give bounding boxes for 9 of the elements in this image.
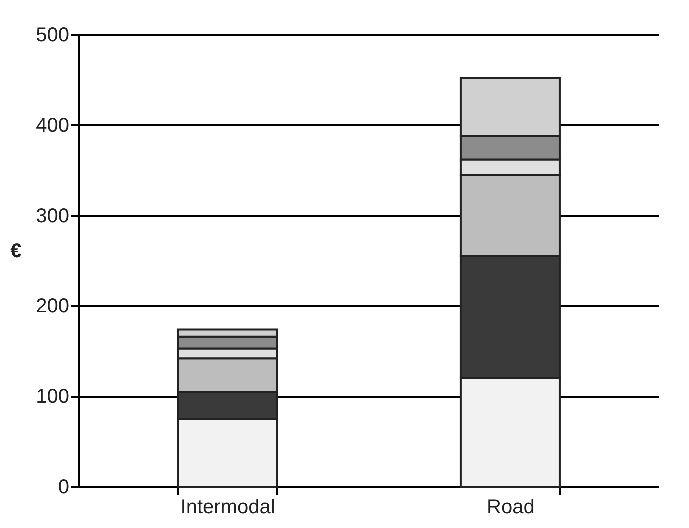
y-tick-label: 200 (36, 296, 70, 318)
y-tick-label: 400 (36, 114, 70, 137)
y-axis-title: € (10, 240, 22, 262)
y-tick-label: 0 (58, 476, 70, 498)
y-tick-label: 300 (36, 205, 70, 228)
x-tick-label: Intermodal (180, 496, 276, 518)
y-tick-label: 100 (36, 386, 70, 408)
y-tick-label: 500 (36, 24, 70, 46)
x-tick-label: Road (487, 496, 535, 518)
